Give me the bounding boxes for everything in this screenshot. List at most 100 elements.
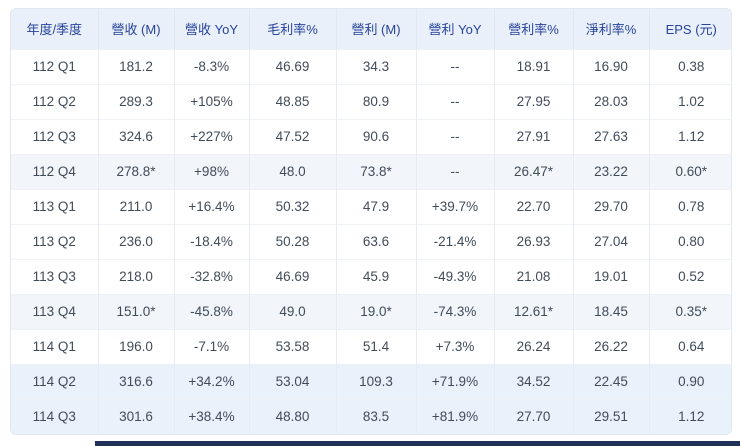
table-row: 112 Q3 324.6 +227% 47.52 90.6 -- 27.91 27.63 1.1…	[11, 118, 731, 154]
value-cell: 1.02	[649, 83, 731, 119]
value-cell: 1.12	[649, 398, 731, 434]
quarter-cell: 114 Q3	[11, 398, 99, 434]
column-header: 營利 (M)	[336, 9, 417, 49]
value-cell: 211.0	[98, 188, 175, 224]
value-cell: -74.3%	[416, 293, 495, 329]
value-cell: 26.93	[494, 223, 574, 259]
value-cell: 301.6	[98, 398, 175, 434]
value-cell: +81.9%	[416, 398, 495, 434]
value-cell: +39.7%	[416, 188, 495, 224]
bottom-edge-bar	[95, 441, 740, 446]
value-cell: 109.3	[336, 363, 417, 399]
value-cell: 46.69	[249, 48, 337, 84]
column-header: 年度/季度	[11, 9, 99, 49]
value-cell: 80.9	[336, 83, 417, 119]
value-cell: 196.0	[98, 328, 175, 364]
quarter-cell: 114 Q1	[11, 328, 99, 364]
value-cell: 34.3	[336, 48, 417, 84]
value-cell: 47.52	[249, 118, 337, 154]
table-row: 112 Q2 289.3 +105% 48.85 80.9 -- 27.95 28.03 1.0…	[11, 83, 731, 119]
table-row: 112 Q1 181.2 -8.3% 46.69 34.3 -- 18.91 16.90 0.3…	[11, 48, 731, 84]
value-cell: 278.8*	[98, 153, 175, 189]
table-row: 113 Q2 236.0 -18.4% 50.28 63.6 -21.4% 26.93 27.…	[11, 223, 731, 259]
quarter-cell: 112 Q1	[11, 48, 99, 84]
value-cell: 26.24	[494, 328, 574, 364]
value-cell: 0.60*	[649, 153, 731, 189]
value-cell: 27.91	[494, 118, 574, 154]
value-cell: 29.70	[573, 188, 650, 224]
table-row: 114 Q1 196.0 -7.1% 53.58 51.4 +7.3% 26.24 26.22…	[11, 328, 731, 364]
value-cell: 1.12	[649, 118, 731, 154]
column-header: 營收 (M)	[98, 9, 175, 49]
value-cell: 21.08	[494, 258, 574, 294]
quarter-cell: 112 Q3	[11, 118, 99, 154]
column-header: 營利率%	[494, 9, 574, 49]
value-cell: 83.5	[336, 398, 417, 434]
value-cell: 28.03	[573, 83, 650, 119]
value-cell: 12.61*	[494, 293, 574, 329]
quarter-cell: 113 Q3	[11, 258, 99, 294]
value-cell: +98%	[174, 153, 250, 189]
table-row: 112 Q4 278.8* +98% 48.0 73.8* -- 26.47* 23.22 0.…	[11, 153, 731, 189]
value-cell: 34.52	[494, 363, 574, 399]
value-cell: 181.2	[98, 48, 175, 84]
value-cell: +7.3%	[416, 328, 495, 364]
value-cell: 47.9	[336, 188, 417, 224]
value-cell: 48.85	[249, 83, 337, 119]
value-cell: 27.70	[494, 398, 574, 434]
table-row: 113 Q3 218.0 -32.8% 46.69 45.9 -49.3% 21.08 19.…	[11, 258, 731, 294]
value-cell: 22.45	[573, 363, 650, 399]
value-cell: 27.04	[573, 223, 650, 259]
value-cell: 19.01	[573, 258, 650, 294]
value-cell: 27.63	[573, 118, 650, 154]
value-cell: 16.90	[573, 48, 650, 84]
value-cell: -8.3%	[174, 48, 250, 84]
value-cell: 90.6	[336, 118, 417, 154]
value-cell: 27.95	[494, 83, 574, 119]
value-cell: -21.4%	[416, 223, 495, 259]
value-cell: 0.64	[649, 328, 731, 364]
value-cell: 53.58	[249, 328, 337, 364]
value-cell: 324.6	[98, 118, 175, 154]
value-cell: 236.0	[98, 223, 175, 259]
quarterly-financial-table: 年度/季度 營收 (M) 營收 YoY 毛利率% 營利 (M) 營利 YoY 營利率% 淨利率…	[10, 8, 732, 435]
value-cell: 53.04	[249, 363, 337, 399]
value-cell: +105%	[174, 83, 250, 119]
value-cell: 151.0*	[98, 293, 175, 329]
value-cell: 26.47*	[494, 153, 574, 189]
value-cell: 18.91	[494, 48, 574, 84]
quarter-cell: 112 Q2	[11, 83, 99, 119]
column-header: 營利 YoY	[416, 9, 495, 49]
value-cell: 0.38	[649, 48, 731, 84]
value-cell: --	[416, 153, 495, 189]
value-cell: 48.80	[249, 398, 337, 434]
value-cell: +34.2%	[174, 363, 250, 399]
quarter-cell: 113 Q2	[11, 223, 99, 259]
value-cell: -18.4%	[174, 223, 250, 259]
value-cell: +16.4%	[174, 188, 250, 224]
value-cell: 289.3	[98, 83, 175, 119]
value-cell: --	[416, 83, 495, 119]
value-cell: 22.70	[494, 188, 574, 224]
table-row: 114 Q3 301.6 +38.4% 48.80 83.5 +81.9% 27.70 29.…	[11, 398, 731, 434]
value-cell: 0.35*	[649, 293, 731, 329]
value-cell: -49.3%	[416, 258, 495, 294]
quarter-cell: 112 Q4	[11, 153, 99, 189]
value-cell: 45.9	[336, 258, 417, 294]
value-cell: 73.8*	[336, 153, 417, 189]
table-body: 112 Q1 181.2 -8.3% 46.69 34.3 -- 18.91 16.90 0.3…	[11, 48, 731, 434]
value-cell: 48.0	[249, 153, 337, 189]
table-row: 113 Q1 211.0 +16.4% 50.32 47.9 +39.7% 22.70 29.…	[11, 188, 731, 224]
column-header: 淨利率%	[573, 9, 650, 49]
quarter-cell: 114 Q2	[11, 363, 99, 399]
table-row: 114 Q2 316.6 +34.2% 53.04 109.3 +71.9% 34.52 22…	[11, 363, 731, 399]
table-header-row: 年度/季度 營收 (M) 營收 YoY 毛利率% 營利 (M) 營利 YoY 營利率% 淨利率…	[11, 9, 731, 49]
value-cell: 46.69	[249, 258, 337, 294]
value-cell: -7.1%	[174, 328, 250, 364]
table-header: 年度/季度 營收 (M) 營收 YoY 毛利率% 營利 (M) 營利 YoY 營利率% 淨利率…	[11, 9, 731, 49]
value-cell: 0.90	[649, 363, 731, 399]
value-cell: --	[416, 48, 495, 84]
value-cell: 63.6	[336, 223, 417, 259]
value-cell: 0.52	[649, 258, 731, 294]
